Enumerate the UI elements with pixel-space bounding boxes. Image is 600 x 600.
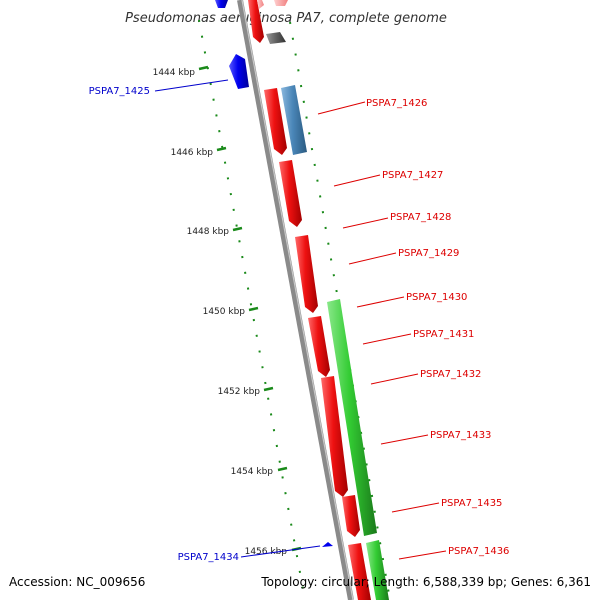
- forward-strand-genes-outer: [266, 0, 389, 600]
- tick-mark: [198, 65, 209, 71]
- gene-arrow: [274, 0, 288, 6]
- tick-mark: [277, 466, 288, 472]
- gene-label: PSPA7_1434: [178, 552, 239, 563]
- map-title: Pseudomonas aeruginosa PA7, complete gen…: [125, 11, 447, 26]
- gene-label: PSPA7_1436: [448, 546, 509, 557]
- tick-label: 1456 kbp: [245, 547, 288, 557]
- tick-label: 1448 kbp: [187, 227, 230, 237]
- tick-mark: [248, 306, 259, 312]
- tick-label: 1446 kbp: [171, 148, 214, 158]
- gene-label: PSPA7_1425: [89, 86, 150, 97]
- gene-label: PSPA7_1426: [366, 98, 427, 109]
- genome-backbone: [237, 0, 354, 600]
- gene-label: PSPA7_1433: [430, 430, 491, 441]
- gene-label: PSPA7_1431: [413, 329, 474, 340]
- gene-arrow-pspa7-1428: [295, 235, 318, 313]
- gene-arrow-pspa7-1436: [366, 540, 389, 600]
- gene-label: PSPA7_1428: [390, 212, 451, 223]
- accession-text: Accession: NC_009656: [9, 575, 145, 589]
- gene-arrow-green: [327, 299, 377, 536]
- gene-arrow-pspa7-1426: [264, 88, 287, 155]
- topology-text: Topology: circular; Length: 6,588,339 bp…: [260, 575, 591, 589]
- gene-arrow: [266, 32, 286, 44]
- tick-label: 1454 kbp: [231, 467, 274, 477]
- gene-arrow: [248, 0, 264, 43]
- tick-mark: [216, 146, 227, 152]
- gene-arrow-pspa7-1425: [229, 54, 249, 89]
- tick-label: 1452 kbp: [218, 387, 261, 397]
- gene-label: PSPA7_1427: [382, 170, 443, 181]
- gene-arrow-pspa7-1434: [322, 542, 333, 547]
- leader-lines: [154, 79, 447, 560]
- dotted-guides: [198, 19, 391, 600]
- gene-label: PSPA7_1429: [398, 248, 459, 259]
- gene-arrow-pspa7-1435: [348, 543, 371, 600]
- forward-strand-genes-inner: [248, 0, 371, 600]
- tick-labels: 1444 kbp 1446 kbp 1448 kbp 1450 kbp 1452…: [153, 68, 288, 557]
- tick-mark: [263, 386, 274, 392]
- gene-label: PSPA7_1432: [420, 369, 481, 380]
- tick-label: 1450 kbp: [203, 307, 246, 317]
- gene-arrow-pspa7-1430: [321, 376, 348, 497]
- gene-label: PSPA7_1430: [406, 292, 467, 303]
- gene-arrow-pspa7-1429: [308, 316, 330, 377]
- gene-labels: PSPA7_1425 PSPA7_1426 PSPA7_1427 PSPA7_1…: [89, 86, 510, 563]
- gene-arrow: [215, 0, 228, 8]
- gene-arrow-pspa7-1431: [342, 495, 360, 537]
- gene-label: PSPA7_1435: [441, 498, 502, 509]
- gene-arrow-pspa7-1427: [279, 160, 302, 227]
- gene-arrow-steel: [281, 85, 307, 155]
- tick-label: 1444 kbp: [153, 68, 196, 78]
- tick-mark: [232, 226, 243, 232]
- gene-arrow: [257, 0, 264, 9]
- reverse-strand-genes: [215, 0, 333, 547]
